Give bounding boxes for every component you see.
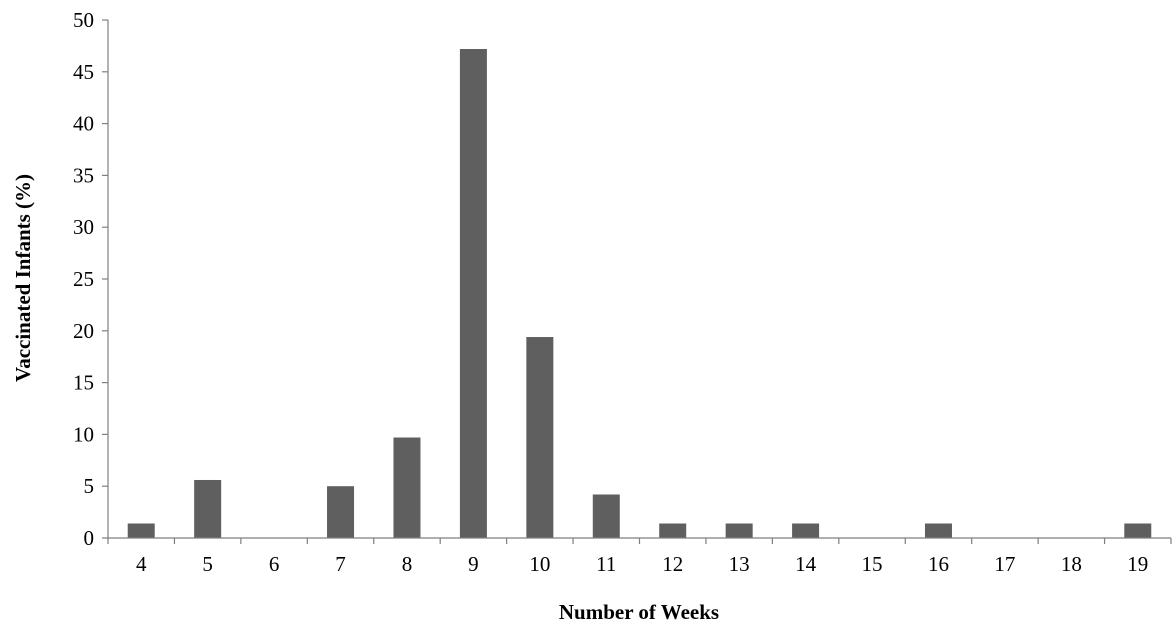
- bar-4: [127, 523, 155, 538]
- x-tick-label-12: 12: [662, 552, 683, 576]
- bars-group: [127, 49, 1152, 538]
- x-tick-label-13: 13: [729, 552, 750, 576]
- y-tick-label-20: 20: [73, 319, 94, 343]
- x-tick-label-19: 19: [1127, 552, 1148, 576]
- x-axis: 4 5 6 7 8 9 10 11 12 13 14 15 16 17 18 19: [107, 537, 1172, 576]
- bar-9: [459, 49, 487, 538]
- y-tick-label-15: 15: [73, 371, 94, 395]
- y-tick-label-45: 45: [73, 60, 94, 84]
- x-tick-label-4: 4: [136, 552, 147, 576]
- bar-7: [327, 486, 355, 538]
- x-tick-label-15: 15: [862, 552, 883, 576]
- y-tick-label-10: 10: [73, 422, 94, 446]
- x-tick-label-16: 16: [928, 552, 949, 576]
- bar-13: [725, 523, 753, 538]
- bar-12: [659, 523, 687, 538]
- y-axis-title: Vaccinated Infants (%): [11, 174, 35, 382]
- x-tick-label-7: 7: [335, 552, 346, 576]
- bar-8: [393, 437, 421, 538]
- x-tick-label-5: 5: [202, 552, 213, 576]
- y-tick-label-35: 35: [73, 163, 94, 187]
- y-tick-label-5: 5: [84, 474, 95, 498]
- bar-19: [1124, 523, 1152, 538]
- x-tick-label-14: 14: [795, 552, 817, 576]
- bar-10: [526, 337, 554, 538]
- y-tick-label-40: 40: [73, 112, 94, 136]
- y-tick-label-0: 0: [84, 526, 95, 550]
- bar-5: [194, 479, 222, 538]
- y-tick-label-25: 25: [73, 267, 94, 291]
- x-axis-title: Number of Weeks: [559, 600, 719, 624]
- x-tick-label-9: 9: [468, 552, 479, 576]
- x-tick-label-17: 17: [994, 552, 1015, 576]
- x-tick-label-11: 11: [596, 552, 616, 576]
- x-tick-label-6: 6: [269, 552, 280, 576]
- x-tick-label-8: 8: [402, 552, 413, 576]
- y-tick-label-50: 50: [73, 8, 94, 32]
- x-tick-label-18: 18: [1061, 552, 1082, 576]
- bar-16: [924, 523, 952, 538]
- bar-11: [592, 494, 620, 538]
- y-axis: 0 5 10 15 20 25 30 35 40 45 50: [73, 8, 109, 550]
- x-tick-label-10: 10: [529, 552, 550, 576]
- bar-14: [792, 523, 820, 538]
- y-tick-label-30: 30: [73, 215, 94, 239]
